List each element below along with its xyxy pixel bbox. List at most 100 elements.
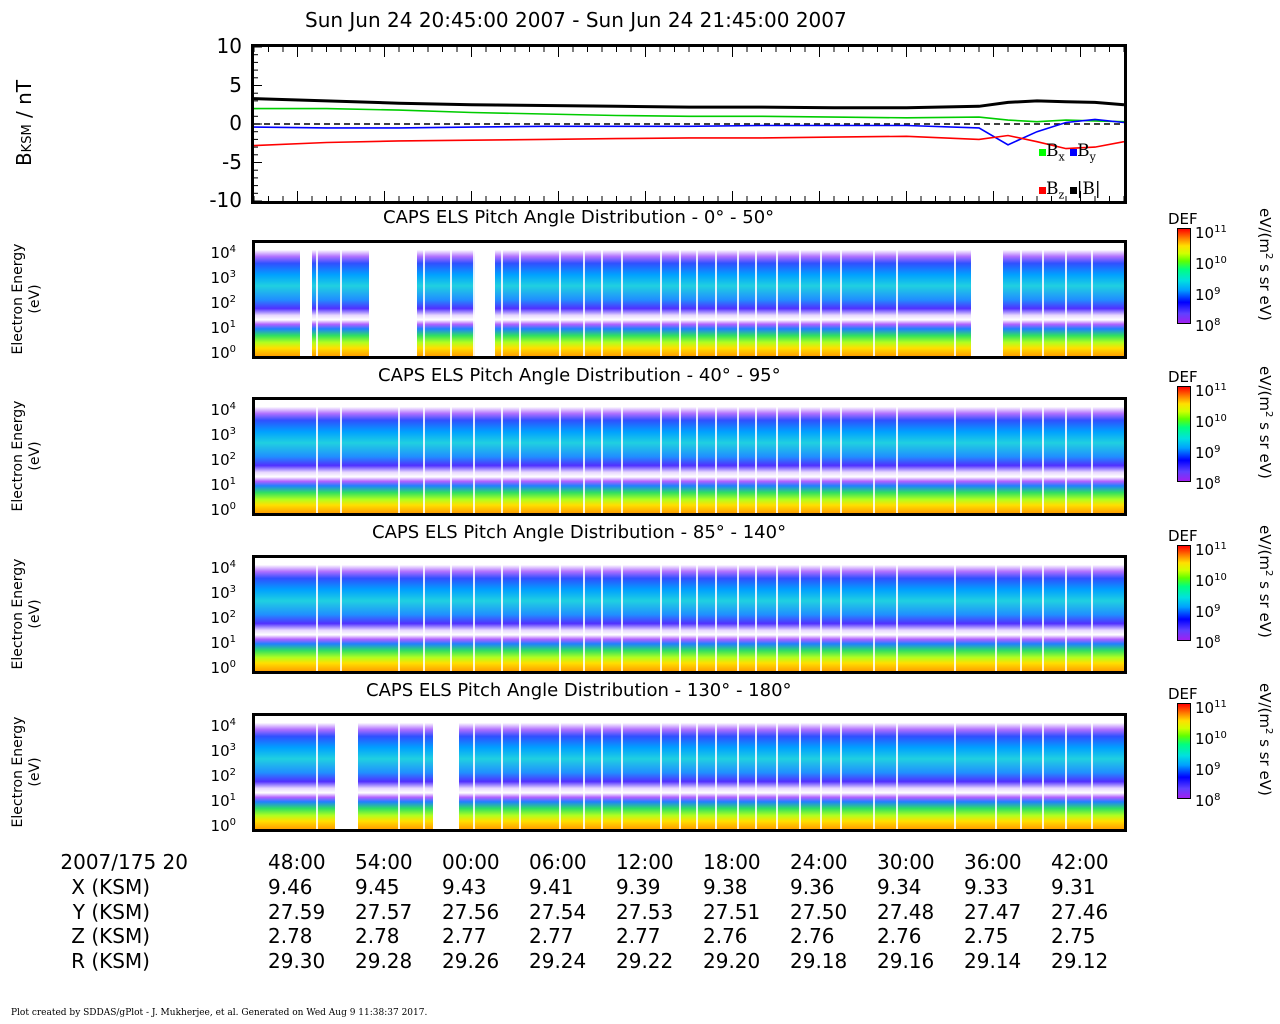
data-gap-stripe [660, 243, 662, 356]
data-gap-stripe [340, 558, 342, 671]
data-gap-stripe [715, 558, 717, 671]
x-time-label: 42:00 [1051, 850, 1109, 874]
ephemeris-value: 2.77 [442, 924, 487, 948]
data-gap-stripe [755, 243, 757, 356]
data-gap-stripe [450, 243, 452, 356]
ephemeris-value: 27.46 [1051, 899, 1109, 924]
data-gap-stripe [776, 400, 778, 513]
ephemeris-value: 9.36 [790, 875, 835, 899]
data-gap-stripe [316, 558, 318, 671]
data-gap-stripe [737, 400, 739, 513]
data-gap-stripe [601, 558, 603, 671]
energy-tick-label: 100 [210, 501, 236, 519]
energy-tick-label: 100 [210, 344, 236, 362]
data-gap-stripe [450, 558, 452, 671]
spectrogram-plot [252, 555, 1127, 674]
data-gap-stripe [896, 716, 898, 829]
data-gap-stripe [737, 243, 739, 356]
colorbar-label: DEF [1168, 210, 1198, 228]
mag-series-line [254, 134, 1124, 150]
colorbar-tick-label: 109 [1195, 603, 1221, 621]
data-gap-stripe [1042, 558, 1044, 671]
data-gap-stripe [519, 558, 521, 671]
data-gap-stripe [559, 243, 561, 356]
data-gap-stripe [799, 400, 801, 513]
data-gap-stripe [316, 400, 318, 513]
ephemeris-value: 27.48 [877, 899, 935, 924]
spectrogram-plot [252, 240, 1127, 359]
colorbar [1177, 703, 1191, 799]
data-gap-stripe [776, 558, 778, 671]
data-gap-stripe [450, 400, 452, 513]
ephemeris-value: 29.24 [529, 948, 587, 973]
ephemeris-value: 29.30 [268, 948, 326, 973]
data-gap-stripe [1042, 716, 1044, 829]
x-time-label: 00:00 [442, 850, 500, 874]
data-gap-stripe [755, 716, 757, 829]
data-gap-stripe [473, 716, 475, 829]
colorbar-label: DEF [1168, 527, 1198, 545]
data-gap [369, 243, 417, 356]
ephemeris-value: 29.16 [877, 948, 935, 973]
energy-tick-label: 103 [210, 426, 236, 444]
ephemeris-value: 2.76 [790, 924, 835, 948]
mag-series-line [254, 107, 1124, 123]
ephemeris-value: 2.78 [268, 924, 313, 948]
data-gap-stripe [820, 400, 822, 513]
data-gap-stripe [1091, 558, 1093, 671]
data-gap-stripe [559, 400, 561, 513]
energy-tick-label: 102 [210, 294, 236, 312]
data-gap-stripe [954, 400, 956, 513]
data-gap-stripe [583, 243, 585, 356]
colorbar-tick-label: 1011 [1195, 224, 1227, 242]
data-gap-stripe [660, 558, 662, 671]
ephemeris-value: 29.26 [442, 948, 500, 973]
ephemeris-row-label: X (KSM) [71, 875, 150, 899]
mag-y-tick-label: -10 [209, 188, 242, 212]
x-time-label: 24:00 [790, 850, 848, 874]
energy-tick-label: 102 [210, 451, 236, 469]
plot-title: Sun Jun 24 20:45:00 2007 - Sun Jun 24 21… [305, 8, 847, 32]
data-gap-stripe [316, 716, 318, 829]
spectrogram-title: CAPS ELS Pitch Angle Distribution - 40° … [378, 365, 781, 386]
mag-y-tick-label: 10 [216, 34, 242, 58]
mag-svg [254, 47, 1124, 201]
data-gap-stripe [501, 400, 503, 513]
ephemeris-value: 9.38 [703, 875, 748, 899]
data-gap-stripe [840, 716, 842, 829]
ephemeris-value: 2.75 [1051, 924, 1096, 948]
data-gap-stripe [473, 243, 475, 356]
data-gap-stripe [316, 243, 318, 356]
ephemeris-value: 27.57 [355, 899, 413, 924]
data-gap-stripe [583, 558, 585, 671]
colorbar-tick-label: 1010 [1195, 572, 1227, 590]
x-time-label: 54:00 [355, 850, 413, 874]
spectrogram-plot [252, 397, 1127, 516]
ephemeris-row-label: R (KSM) [71, 948, 150, 973]
data-gap-stripe [1065, 558, 1067, 671]
data-gap-stripe [696, 400, 698, 513]
colorbar-tick-label: 108 [1195, 475, 1221, 493]
data-gap-stripe [776, 243, 778, 356]
colorbar-tick-label: 109 [1195, 761, 1221, 779]
x-time-label: 48:00 [268, 850, 326, 874]
data-gap-stripe [873, 558, 875, 671]
energy-tick-label: 101 [210, 792, 236, 810]
colorbar [1177, 386, 1191, 482]
data-gap-stripe [799, 558, 801, 671]
data-gap-stripe [873, 400, 875, 513]
data-gap-stripe [840, 558, 842, 671]
colorbar-unit: eV/(m2 s sr eV) [1256, 525, 1274, 638]
data-gap-stripe [621, 243, 623, 356]
data-gap-stripe [820, 558, 822, 671]
data-gap-stripe [601, 243, 603, 356]
spectrogram-ylabel: Electron Energy (eV) [10, 400, 43, 512]
x-time-label: 18:00 [703, 850, 761, 874]
energy-tick-label: 104 [210, 401, 236, 419]
mag-y-tick-label: -5 [222, 149, 242, 174]
data-gap-stripe [1065, 716, 1067, 829]
data-gap-stripe [519, 243, 521, 356]
ephemeris-value: 2.76 [703, 924, 748, 948]
data-gap-stripe [340, 400, 342, 513]
ephemeris-value: 29.28 [355, 948, 413, 973]
